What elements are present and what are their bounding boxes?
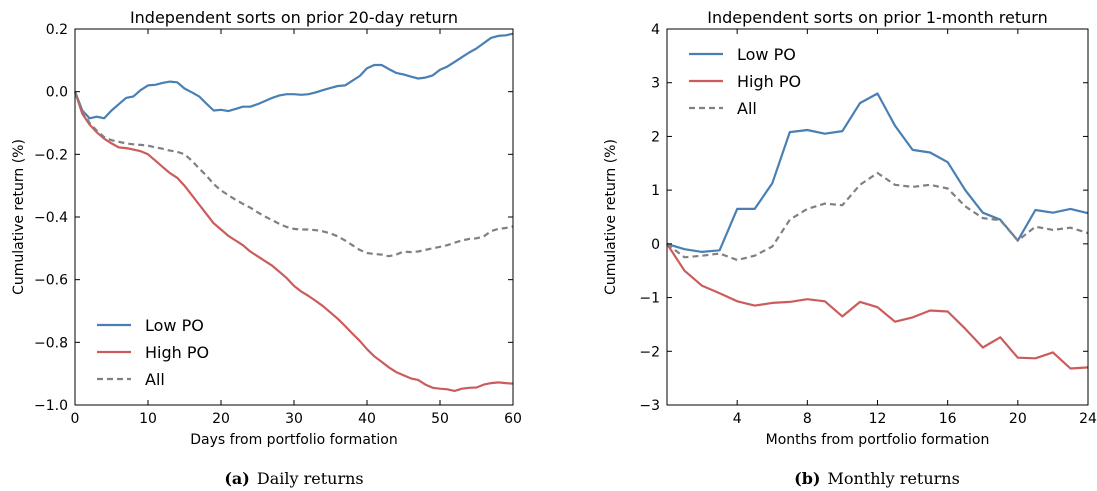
y-tick-label: −0.8 [34, 335, 68, 351]
y-tick-label: −2 [639, 344, 660, 360]
plot-frame [666, 28, 1089, 406]
chart-panel-2 [666, 28, 1089, 406]
caption-text: Monthly returns [828, 469, 960, 488]
series-line-high-po [73, 91, 514, 392]
figure-caption: (a) Daily returns [224, 469, 363, 488]
y-tick-label: 2 [651, 129, 660, 145]
y-tick-label: −3 [639, 398, 660, 414]
y-tick-label: 3 [651, 76, 660, 92]
chart-title: Independent sorts on prior 20-day return [130, 8, 458, 27]
y-tick-label: 0.2 [46, 22, 68, 38]
series-line-all [73, 91, 514, 258]
figure-caption: (b) Monthly returns [794, 469, 960, 488]
x-axis-label: Days from portfolio formation [190, 432, 397, 448]
x-tick-label: 24 [1079, 411, 1097, 427]
y-axis-label: Cumulative return (%) [11, 139, 27, 295]
caption-label: (a) [224, 469, 250, 488]
x-tick-label: 50 [431, 411, 449, 427]
x-tick-label: 12 [869, 411, 887, 427]
x-tick-label: 20 [1009, 411, 1027, 427]
series-line-all [666, 171, 1089, 262]
y-tick-label: 4 [651, 22, 660, 38]
x-tick-label: 4 [733, 411, 742, 427]
y-tick-label: −0.4 [34, 210, 68, 226]
x-tick-label: 20 [212, 411, 230, 427]
y-tick-label: 0.0 [46, 85, 68, 101]
y-axis-label: Cumulative return (%) [603, 139, 619, 295]
x-tick-label: 0 [71, 411, 80, 427]
y-tick-label: −0.2 [34, 147, 68, 163]
x-tick-label: 60 [504, 411, 522, 427]
caption-label: (b) [794, 469, 820, 488]
x-tick-label: 40 [358, 411, 376, 427]
legend-label: Low PO [145, 316, 204, 335]
y-tick-label: −0.6 [34, 273, 68, 289]
legend-label: Low PO [737, 45, 796, 64]
chart-panel-1 [73, 28, 514, 406]
x-axis-label: Months from portfolio formation [766, 432, 990, 448]
x-tick-label: 16 [939, 411, 957, 427]
y-tick-label: −1 [639, 291, 660, 307]
chart-title: Independent sorts on prior 1-month retur… [707, 8, 1047, 27]
x-tick-label: 8 [803, 411, 812, 427]
legend-label: High PO [145, 343, 209, 362]
y-tick-label: 0 [651, 237, 660, 253]
x-tick-label: 30 [285, 411, 303, 427]
caption-text: Daily returns [257, 469, 364, 488]
x-tick-label: 10 [139, 411, 157, 427]
legend-label: High PO [737, 72, 801, 91]
series-line-high-po [666, 243, 1089, 370]
legend-label: All [737, 99, 757, 118]
plot-frame [74, 28, 514, 406]
y-tick-label: 1 [651, 183, 660, 199]
series-line-low-po [73, 32, 514, 120]
legend-label: All [145, 370, 165, 389]
y-tick-label: −1.0 [34, 398, 68, 414]
